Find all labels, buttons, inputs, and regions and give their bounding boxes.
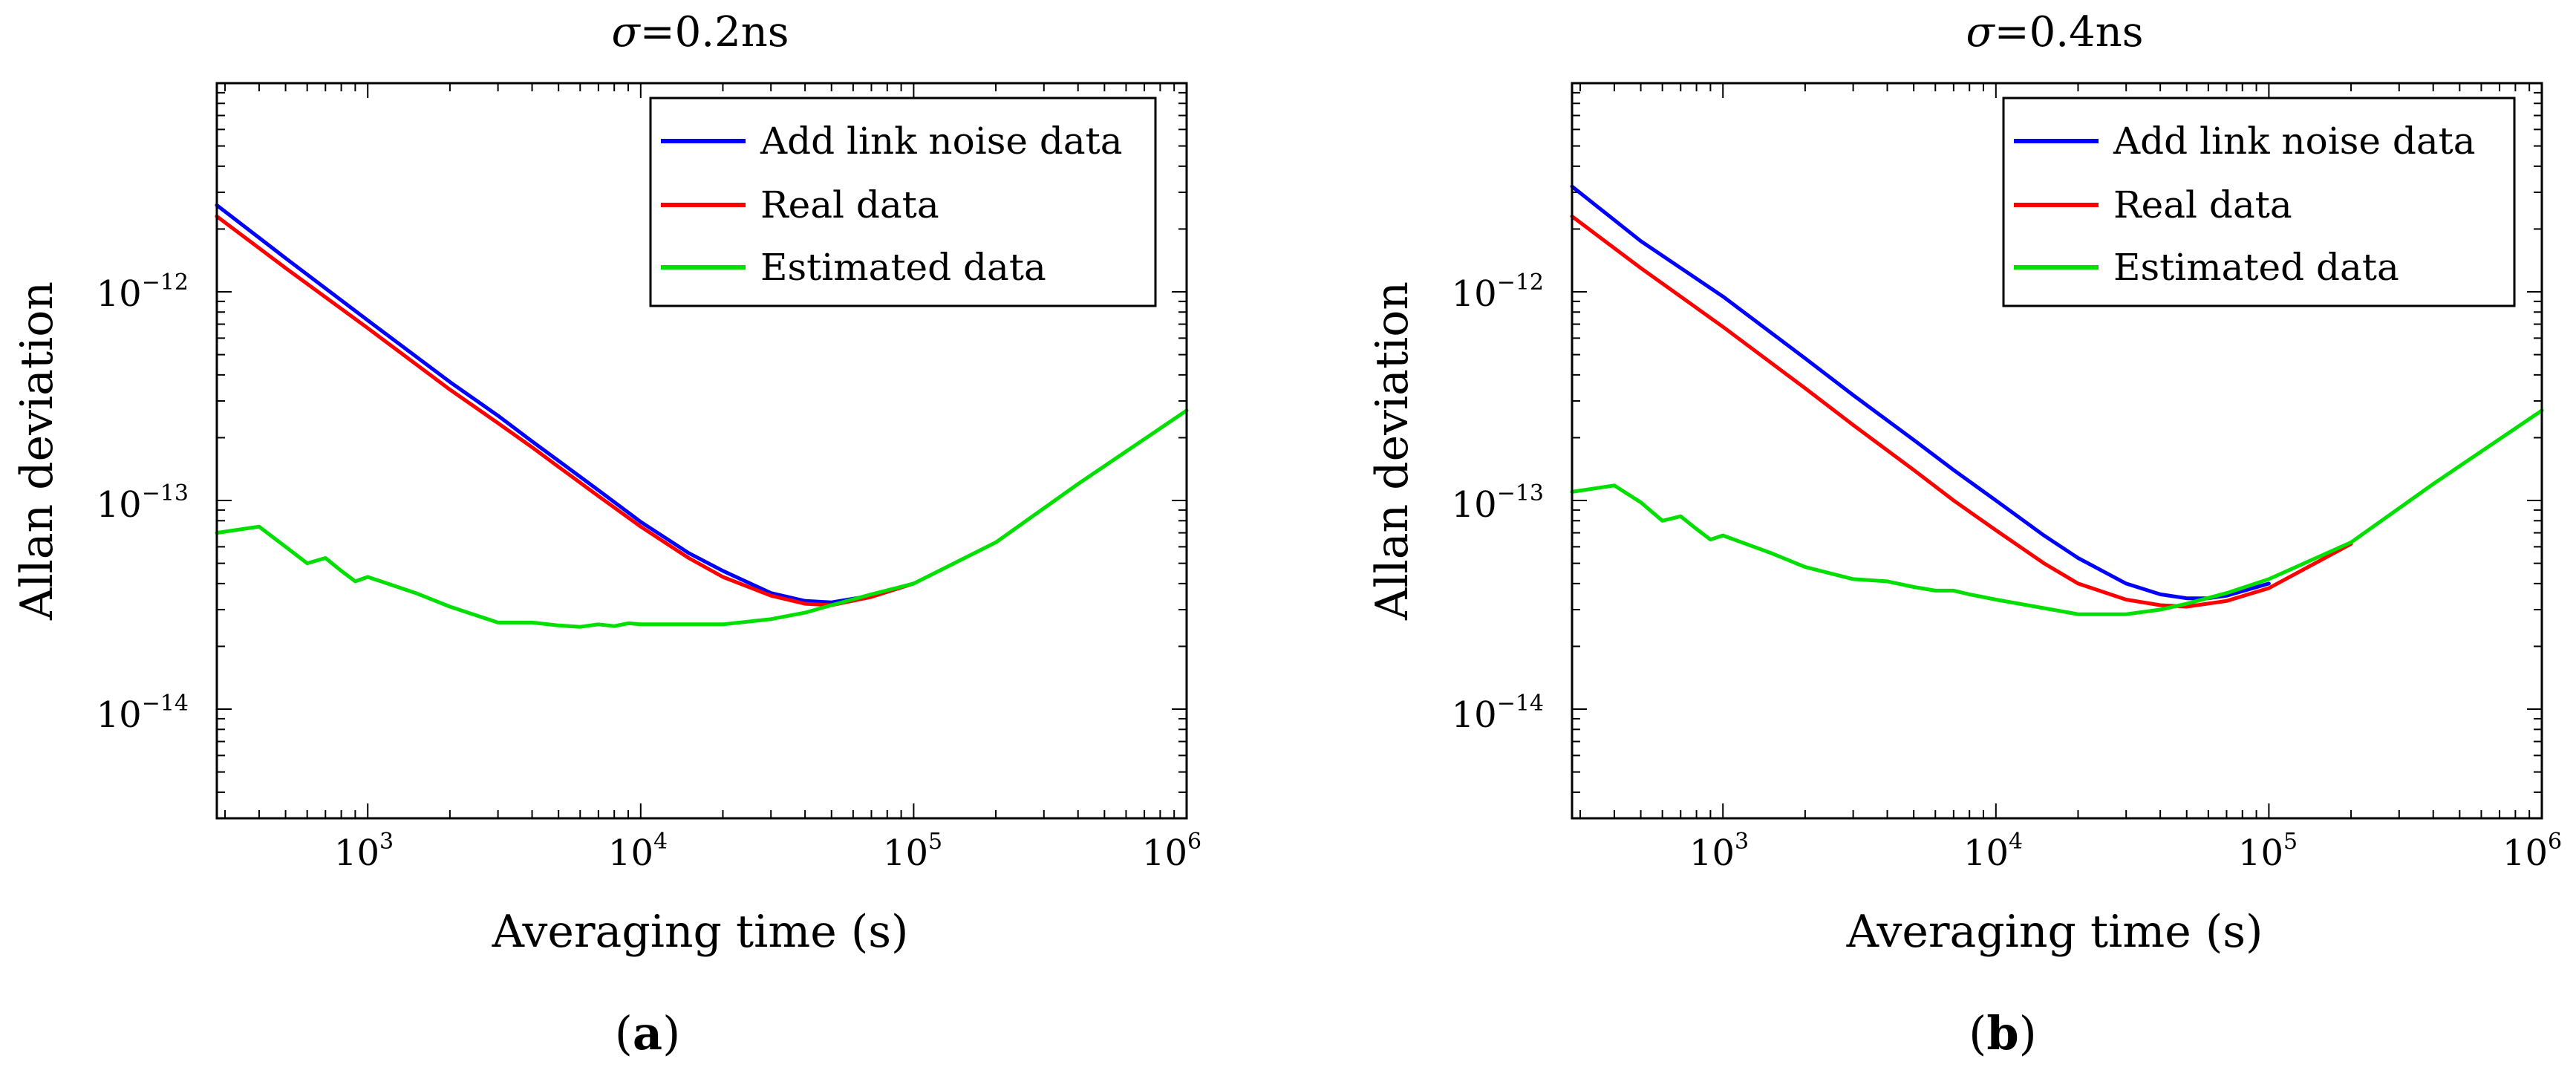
panel-a-title: σ=0.2ns — [611, 8, 789, 56]
panel-a: σ=0.2ns 10−12 10−13 10−14 103 104 105 10… — [11, 8, 1201, 1060]
panel-b-xtick-label: 105 — [2238, 829, 2298, 874]
panel-b-xtick-label: 103 — [1689, 829, 1749, 874]
panel-b-legend: Add link noise data Real data Estimated … — [2002, 97, 2516, 307]
panel-a-legend-label: Estimated data — [760, 246, 1046, 289]
panel-b-ytick-label: 10−13 — [1452, 480, 1544, 526]
panel-b-title-value: =0.4ns — [1995, 8, 2144, 56]
panel-a-x-axis-label: Averaging time (s) — [492, 906, 909, 958]
panel-a-y-tick-labels: 10−12 10−13 10−14 — [97, 270, 189, 736]
panel-b-y-tick-labels: 10−12 10−13 10−14 — [1452, 270, 1544, 736]
panel-a-legend-box — [649, 97, 1157, 307]
panel-a-series-line-2 — [215, 408, 1189, 629]
panel-b-title: σ=0.4ns — [1966, 8, 2143, 56]
panel-b-x-axis-label: Averaging time (s) — [1846, 906, 2263, 958]
panel-a-y-axis-label: Allan deviation — [11, 281, 63, 621]
panel-b-title-symbol: σ — [1966, 8, 1995, 56]
panel-a-legend-label: Add link noise data — [760, 120, 1123, 163]
panel-a-series-line-1 — [215, 214, 916, 607]
panel-a-x-tick-labels: 103 104 105 106 — [334, 829, 1201, 874]
panel-b-series-line-0 — [1570, 184, 2271, 601]
panel-b-series-layer — [1570, 184, 2544, 616]
panel-a-xtick-label: 104 — [608, 829, 668, 874]
panel-b-caption: (b) — [1969, 1006, 2037, 1060]
panel-a-series-line-0 — [215, 203, 916, 604]
panel-a-series-layer — [215, 203, 1189, 629]
panel-a-xtick-label: 103 — [334, 829, 394, 874]
panel-b: σ=0.4ns 10−12 10−13 10−14 103 104 105 10… — [1366, 8, 2562, 1060]
panel-b-xtick-label: 106 — [2502, 829, 2562, 874]
panel-a-legend: Add link noise data Real data Estimated … — [649, 97, 1157, 307]
panel-b-x-tick-labels: 103 104 105 106 — [1689, 829, 2562, 874]
panel-b-series-line-1 — [1570, 214, 2353, 609]
panel-a-xtick-label: 106 — [1142, 829, 1201, 874]
panel-a-legend-label: Real data — [760, 183, 939, 226]
panel-b-ytick-label: 10−12 — [1452, 270, 1544, 315]
panel-b-y-axis-label: Allan deviation — [1366, 281, 1418, 621]
panel-b-legend-label: Add link noise data — [2113, 120, 2476, 163]
panel-a-xtick-label: 105 — [883, 829, 942, 874]
panel-a-title-symbol: σ — [611, 8, 641, 56]
panel-b-series-line-2 — [1570, 408, 2544, 616]
panel-a-ytick-label: 10−13 — [97, 480, 189, 526]
panel-a-axes-box — [215, 82, 1188, 820]
panel-a-title-value: =0.2ns — [640, 8, 789, 56]
panel-a-ytick-label: 10−14 — [97, 691, 189, 736]
panel-b-legend-label: Real data — [2113, 183, 2292, 226]
panel-b-legend-label: Estimated data — [2113, 246, 2399, 289]
panel-b-legend-box — [2002, 97, 2516, 307]
panel-b-axes-box — [1571, 82, 2543, 820]
panel-a-ytick-label: 10−12 — [97, 270, 189, 315]
panel-b-ytick-label: 10−14 — [1452, 691, 1544, 736]
panel-a-caption: (a) — [615, 1006, 681, 1060]
panel-b-xtick-label: 104 — [1963, 829, 2023, 874]
